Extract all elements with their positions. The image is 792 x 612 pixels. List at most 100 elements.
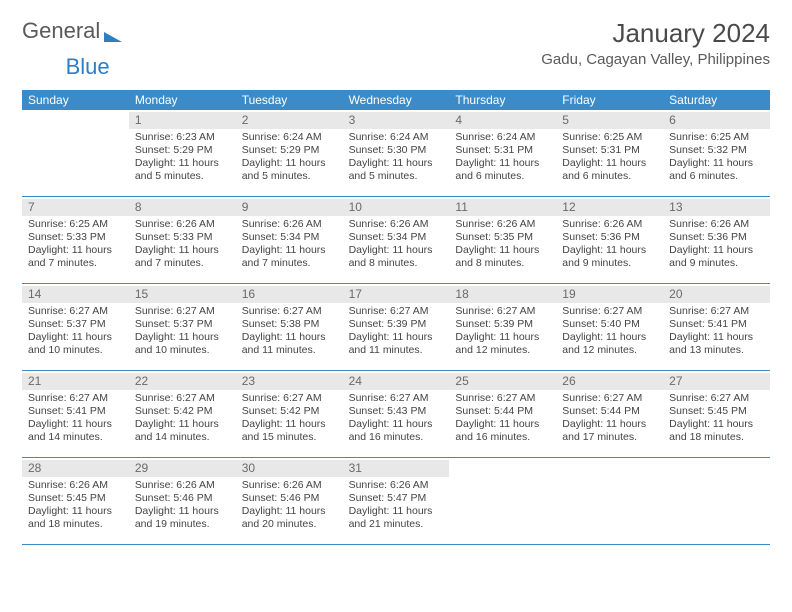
sunset-line: Sunset: 5:44 PM	[562, 405, 657, 418]
day-cell: 5Sunrise: 6:25 AMSunset: 5:31 PMDaylight…	[556, 110, 663, 196]
day-number: 2	[236, 112, 343, 129]
daylight-line: Daylight: 11 hours and 18 minutes.	[28, 505, 123, 531]
day-cell: 2 Sunrise: 6:24 AMSunset: 5:29 PMDaylight…	[236, 110, 343, 196]
weekday-header: Monday	[129, 90, 236, 110]
sunset-line: Sunset: 5:36 PM	[669, 231, 764, 244]
title-block: January 2024 Gadu, Cagayan Valley, Phili…	[541, 18, 770, 68]
sunset-line: Sunset: 5:43 PM	[349, 405, 444, 418]
daylight-line: Daylight: 11 hours and 14 minutes.	[28, 418, 123, 444]
weekday-header: Saturday	[663, 90, 770, 110]
sunset-line: Sunset: 5:41 PM	[669, 318, 764, 331]
empty-cell: 0	[22, 110, 129, 196]
sunrise-line: Sunrise: 6:24 AM	[242, 131, 337, 144]
sunset-line: Sunset: 5:46 PM	[135, 492, 230, 505]
triangle-icon	[104, 32, 122, 42]
sunset-line: Sunset: 5:33 PM	[135, 231, 230, 244]
sunrise-line: Sunrise: 6:26 AM	[669, 218, 764, 231]
day-number: 25	[449, 373, 556, 390]
daylight-line: Daylight: 11 hours and 9 minutes.	[669, 244, 764, 270]
sunrise-line: Sunrise: 6:26 AM	[242, 479, 337, 492]
day-cell: 11Sunrise: 6:26 AMSunset: 5:35 PMDayligh…	[449, 197, 556, 283]
day-number: 19	[556, 286, 663, 303]
sunset-line: Sunset: 5:31 PM	[455, 144, 550, 157]
day-cell: 30Sunrise: 6:26 AMSunset: 5:46 PMDayligh…	[236, 458, 343, 544]
day-cell: 20Sunrise: 6:27 AMSunset: 5:41 PMDayligh…	[663, 284, 770, 370]
day-cell: 10Sunrise: 6:26 AMSunset: 5:34 PMDayligh…	[343, 197, 450, 283]
sunset-line: Sunset: 5:40 PM	[562, 318, 657, 331]
day-number: 12	[556, 199, 663, 216]
sunrise-line: Sunrise: 6:26 AM	[135, 479, 230, 492]
day-number: 13	[663, 199, 770, 216]
sunrise-line: Sunrise: 6:27 AM	[562, 392, 657, 405]
day-number: 5	[556, 112, 663, 129]
sunrise-line: Sunrise: 6:27 AM	[455, 392, 550, 405]
daylight-line: Daylight: 11 hours and 12 minutes.	[562, 331, 657, 357]
sunrise-line: Sunrise: 6:27 AM	[562, 305, 657, 318]
daylight-line: Daylight: 11 hours and 8 minutes.	[455, 244, 550, 270]
daylight-line: Daylight: 11 hours and 16 minutes.	[349, 418, 444, 444]
daylight-line: Daylight: 11 hours and 7 minutes.	[135, 244, 230, 270]
day-cell: 14Sunrise: 6:27 AMSunset: 5:37 PMDayligh…	[22, 284, 129, 370]
daylight-line: Daylight: 11 hours and 6 minutes.	[562, 157, 657, 183]
daylight-line: Daylight: 11 hours and 7 minutes.	[242, 244, 337, 270]
sunrise-line: Sunrise: 6:26 AM	[242, 218, 337, 231]
day-number: 11	[449, 199, 556, 216]
day-number: 26	[556, 373, 663, 390]
weekday-header: Sunday	[22, 90, 129, 110]
week-row: 7Sunrise: 6:25 AMSunset: 5:33 PMDaylight…	[22, 197, 770, 284]
daylight-line: Daylight: 11 hours and 8 minutes.	[349, 244, 444, 270]
daylight-line: Daylight: 11 hours and 10 minutes.	[28, 331, 123, 357]
day-cell: 26Sunrise: 6:27 AMSunset: 5:44 PMDayligh…	[556, 371, 663, 457]
sunrise-line: Sunrise: 6:23 AM	[135, 131, 230, 144]
day-number: 10	[343, 199, 450, 216]
day-number: 14	[22, 286, 129, 303]
day-number: 3	[343, 112, 450, 129]
sunrise-line: Sunrise: 6:27 AM	[349, 392, 444, 405]
day-cell: 13 Sunrise: 6:26 AMSunset: 5:36 PMDayligh…	[663, 197, 770, 283]
day-cell: 17Sunrise: 6:27 AMSunset: 5:39 PMDayligh…	[343, 284, 450, 370]
sunset-line: Sunset: 5:37 PM	[135, 318, 230, 331]
day-cell: 6Sunrise: 6:25 AMSunset: 5:32 PMDaylight…	[663, 110, 770, 196]
day-number: 18	[449, 286, 556, 303]
sunset-line: Sunset: 5:36 PM	[562, 231, 657, 244]
day-cell: 28Sunrise: 6:26 AMSunset: 5:45 PMDayligh…	[22, 458, 129, 544]
sunrise-line: Sunrise: 6:25 AM	[28, 218, 123, 231]
sunset-line: Sunset: 5:34 PM	[349, 231, 444, 244]
day-cell: 8Sunrise: 6:26 AMSunset: 5:33 PMDaylight…	[129, 197, 236, 283]
sunrise-line: Sunrise: 6:26 AM	[28, 479, 123, 492]
empty-cell: 0	[663, 458, 770, 544]
sunset-line: Sunset: 5:46 PM	[242, 492, 337, 505]
brand-part2: Blue	[66, 54, 110, 80]
sunrise-line: Sunrise: 6:26 AM	[135, 218, 230, 231]
daylight-line: Daylight: 11 hours and 16 minutes.	[455, 418, 550, 444]
day-number: 6	[663, 112, 770, 129]
day-cell: 19 Sunrise: 6:27 AMSunset: 5:40 PMDayligh…	[556, 284, 663, 370]
daylight-line: Daylight: 11 hours and 13 minutes.	[669, 331, 764, 357]
day-number: 1	[129, 112, 236, 129]
weeks-container: 01Sunrise: 6:23 AMSunset: 5:29 PMDayligh…	[22, 110, 770, 545]
week-row: 01Sunrise: 6:23 AMSunset: 5:29 PMDayligh…	[22, 110, 770, 197]
day-number: 20	[663, 286, 770, 303]
day-cell: 29Sunrise: 6:26 AMSunset: 5:46 PMDayligh…	[129, 458, 236, 544]
brand-logo: General	[22, 18, 124, 44]
empty-cell: 0	[556, 458, 663, 544]
sunset-line: Sunset: 5:42 PM	[242, 405, 337, 418]
sunset-line: Sunset: 5:39 PM	[455, 318, 550, 331]
weekday-header: Tuesday	[236, 90, 343, 110]
day-number: 9	[236, 199, 343, 216]
day-number: 31	[343, 460, 450, 477]
sunset-line: Sunset: 5:29 PM	[242, 144, 337, 157]
daylight-line: Daylight: 11 hours and 5 minutes.	[242, 157, 337, 183]
weekday-header: Wednesday	[343, 90, 450, 110]
day-number: 27	[663, 373, 770, 390]
sunrise-line: Sunrise: 6:24 AM	[349, 131, 444, 144]
sunset-line: Sunset: 5:37 PM	[28, 318, 123, 331]
daylight-line: Daylight: 11 hours and 14 minutes.	[135, 418, 230, 444]
sunrise-line: Sunrise: 6:24 AM	[455, 131, 550, 144]
sunset-line: Sunset: 5:38 PM	[242, 318, 337, 331]
sunset-line: Sunset: 5:32 PM	[669, 144, 764, 157]
sunrise-line: Sunrise: 6:27 AM	[242, 392, 337, 405]
sunset-line: Sunset: 5:31 PM	[562, 144, 657, 157]
sunrise-line: Sunrise: 6:27 AM	[349, 305, 444, 318]
day-number: 15	[129, 286, 236, 303]
